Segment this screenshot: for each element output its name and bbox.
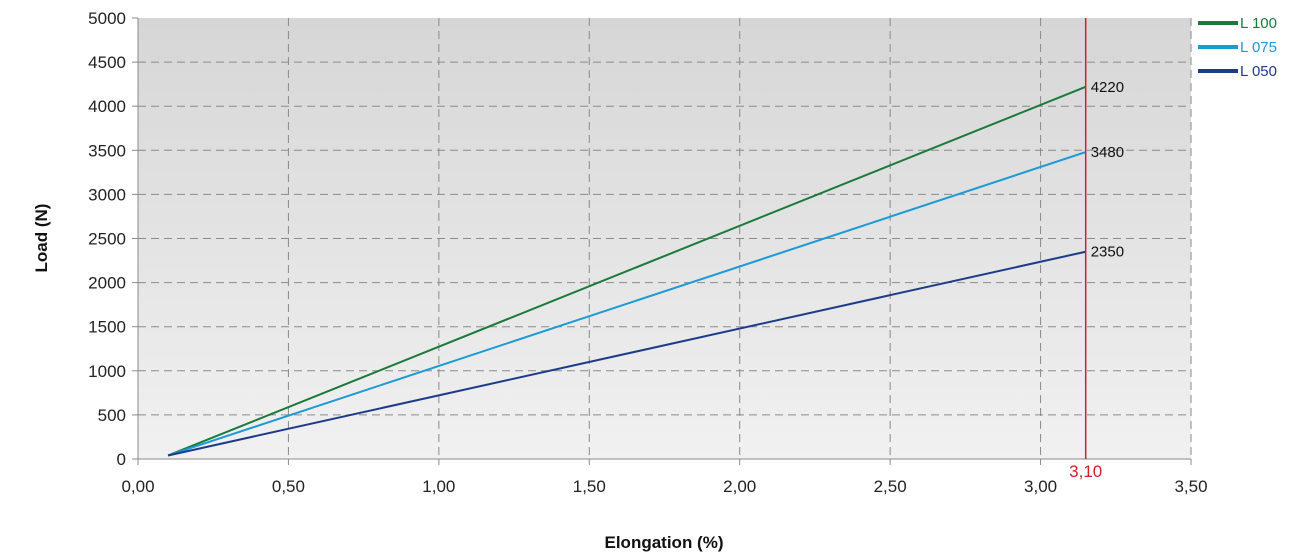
data-labels: 4220 3480 2350 3,10	[1069, 79, 1124, 481]
y-axis-title: Load (N)	[32, 204, 51, 273]
y-tick-label: 2500	[88, 230, 126, 249]
x-tick-label: 2,50	[874, 477, 907, 496]
y-tick-label: 500	[98, 406, 126, 425]
x-axis-title: Elongation (%)	[605, 533, 724, 552]
legend-label: L 050	[1240, 63, 1277, 80]
y-tick-label: 2000	[88, 274, 126, 293]
y-tick-label: 3000	[88, 185, 126, 204]
y-tick-label: 4000	[88, 97, 126, 116]
x-tick-label: 0,00	[121, 477, 154, 496]
x-tick-label: 3,00	[1024, 477, 1057, 496]
marker-label: 3,10	[1069, 462, 1102, 481]
y-tick-label: 5000	[88, 9, 126, 28]
x-tick-label: 1,00	[422, 477, 455, 496]
axes: 0 500 1000 1500 2000 2500 3000 3500 4000 4500 5000…	[88, 9, 1207, 496]
y-tick-label: 4500	[88, 53, 126, 72]
y-tick-label: 1500	[88, 318, 126, 337]
x-tick-label: 2,00	[723, 477, 756, 496]
y-tick-label: 0	[117, 450, 126, 469]
legend-label: L 100	[1240, 15, 1277, 32]
legend: L 100 L 075 L 050	[1198, 15, 1277, 80]
series-line-l-075	[167, 151, 1087, 457]
data-label: 2350	[1091, 244, 1124, 261]
grid	[138, 18, 1192, 459]
series-line-l-100	[167, 85, 1087, 457]
series-line-l-050	[167, 250, 1086, 457]
x-tick-label: 3,50	[1174, 477, 1207, 496]
data-label: 4220	[1091, 79, 1124, 96]
x-tick-label: 1,50	[573, 477, 606, 496]
data-label: 3480	[1091, 144, 1124, 161]
y-tick-label: 3500	[88, 141, 126, 160]
legend-label: L 075	[1240, 39, 1277, 56]
y-tick-label: 1000	[88, 362, 126, 381]
x-tick-label: 0,50	[272, 477, 305, 496]
series	[167, 18, 1087, 459]
